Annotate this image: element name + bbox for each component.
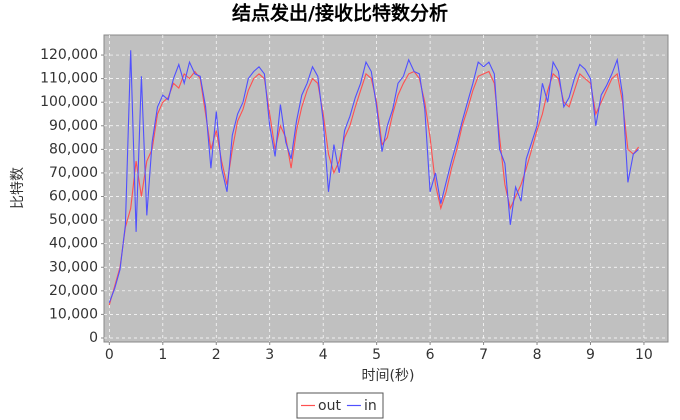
x-axis-label: 时间(秒) [362,368,415,384]
x-tick-label: 6 [426,347,435,363]
y-tick-label: 120,000 [40,47,98,63]
y-tick-label: 80,000 [49,141,98,157]
legend-label: out [318,398,341,414]
y-tick-label: 110,000 [40,71,98,87]
legend-label: in [364,398,377,414]
y-tick-label: 60,000 [49,189,98,205]
x-tick-label: 7 [479,347,488,363]
y-tick-label: 40,000 [49,236,98,252]
x-tick-label: 2 [212,347,221,363]
y-tick-label: 0 [89,330,98,346]
y-tick-label: 20,000 [49,283,98,299]
x-tick-label: 8 [533,347,542,363]
x-tick-label: 0 [105,347,114,363]
x-tick-label: 3 [265,347,274,363]
y-tick-label: 90,000 [49,118,98,134]
y-tick-label: 70,000 [49,165,98,181]
y-axis-label: 比特数 [10,167,26,209]
y-tick-label: 100,000 [40,94,98,110]
x-tick-label: 4 [319,347,328,363]
plot-area [103,34,669,343]
y-tick-label: 30,000 [49,259,98,275]
chart-title: 结点发出/接收比特数分析 [232,2,448,25]
x-tick-label: 1 [158,347,167,363]
legend-box [296,392,384,419]
x-tick-label: 5 [372,347,381,363]
x-tick-label: 10 [635,347,653,363]
series-line [108,50,639,303]
y-tick-label: 10,000 [49,306,98,322]
y-tick-label: 50,000 [49,212,98,228]
x-tick-label: 9 [586,347,595,363]
